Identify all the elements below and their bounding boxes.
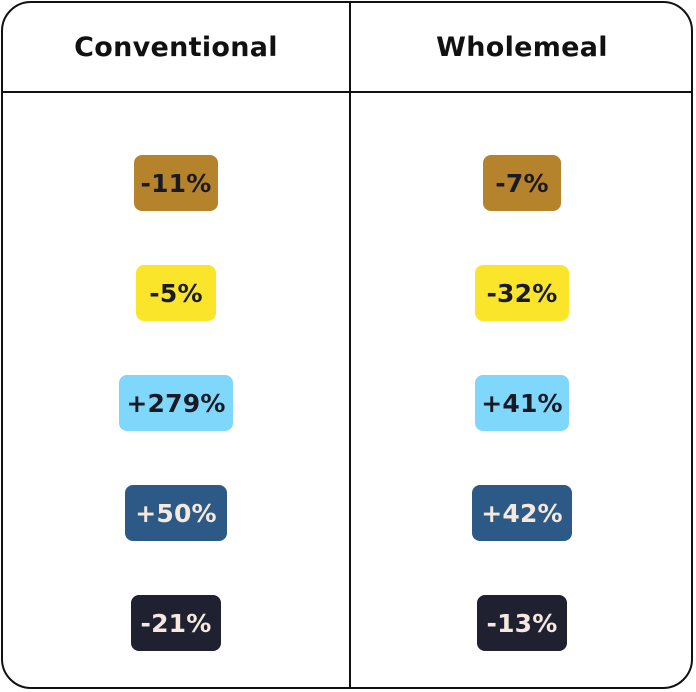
value-badge: -7% — [483, 155, 561, 211]
value-badge: -5% — [136, 265, 216, 321]
column-wholemeal: -7% -32% +41% +42% -13% — [351, 155, 691, 651]
column-divider — [349, 3, 351, 687]
column-header-wholemeal: Wholemeal — [436, 31, 608, 63]
value-badge: +42% — [472, 485, 572, 541]
column-conventional: -11% -5% +279% +50% -21% — [3, 155, 349, 651]
value-badge: +50% — [125, 485, 227, 541]
value-badge: -21% — [131, 595, 221, 651]
column-header-conventional: Conventional — [74, 31, 278, 63]
value-badge: -11% — [134, 155, 218, 211]
value-badge: -32% — [475, 265, 569, 321]
value-badge: +41% — [475, 375, 569, 431]
value-badge: -13% — [477, 595, 567, 651]
value-badge: +279% — [119, 375, 233, 431]
header-divider — [3, 91, 691, 93]
